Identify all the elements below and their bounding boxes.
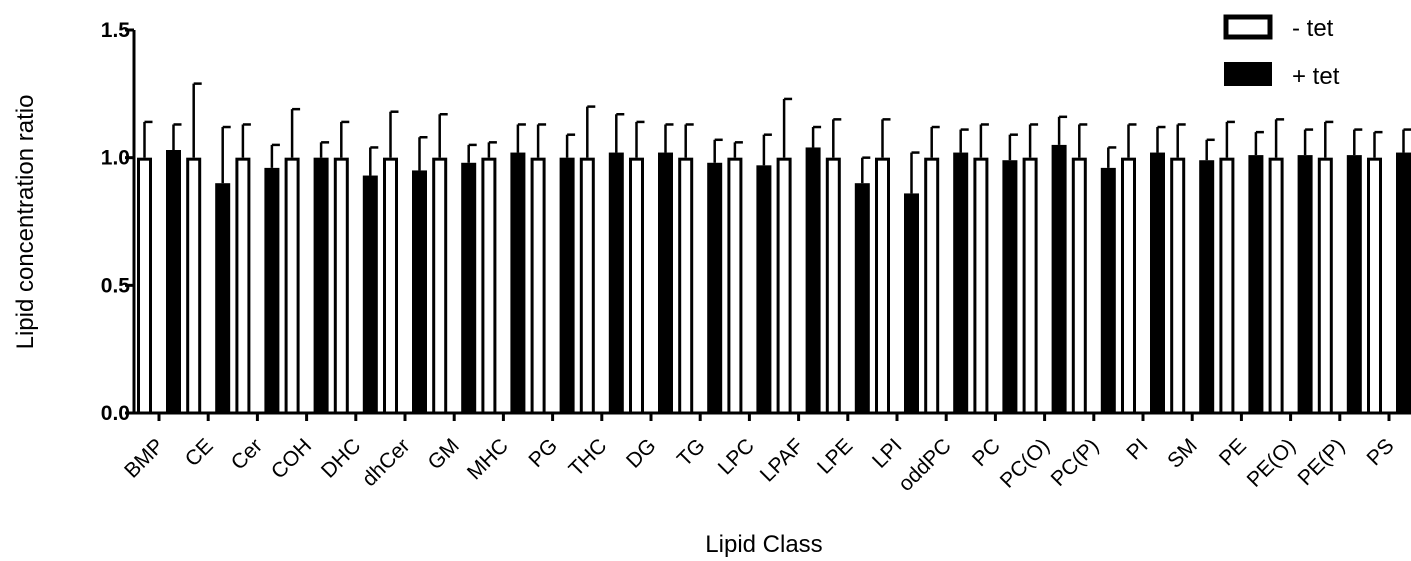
category-label: LPI [868,434,907,473]
legend-swatch-plus-tet [1224,62,1272,86]
bar-minus-tet [678,157,694,415]
bar-minus-tet [333,157,349,415]
category-label: LPAF [756,434,808,486]
bar-plus-tet [854,183,870,413]
bar-plus-tet [1199,160,1215,413]
legend: - tet + tet [1223,14,1340,90]
bar-plus-tet [805,147,821,413]
bar-plus-tet [1297,155,1313,413]
bar-plus-tet [313,157,329,413]
bar-plus-tet [953,152,969,413]
category-label: Cer [227,434,267,474]
category-label: oddPC [894,434,956,496]
category-label: PC(P) [1047,434,1104,491]
bar-minus-tet [1121,157,1136,415]
category-label: COH [267,434,316,483]
bar-plus-tet [904,193,919,413]
bar-plus-tet [215,183,231,413]
y-tick-label: 1.0 [101,147,130,170]
y-axis-title: Lipid concentration ratio [12,95,39,350]
y-tick-label: 0.5 [101,274,131,297]
category-label: TG [673,434,710,471]
category-label: PE(O) [1243,434,1301,492]
bar-minus-tet [1317,157,1333,415]
bar-plus-tet [412,170,427,413]
bar-minus-tet [727,157,743,415]
bar-series [137,82,1411,415]
bar-minus-tet [481,157,497,415]
bar-plus-tet [461,162,477,413]
bar-minus-tet [1022,157,1038,415]
bar-minus-tet [1219,157,1235,415]
category-label: BMP [120,434,168,482]
bar-plus-tet [658,152,673,413]
bar-minus-tet [137,157,152,415]
legend-label-plus-tet: + tet [1292,63,1340,90]
bar-minus-tet [1268,157,1284,415]
bar-minus-tet [924,157,940,415]
category-label: PS [1362,434,1398,470]
bar-minus-tet [579,157,595,415]
bar-minus-tet [776,157,792,415]
bar-minus-tet [875,157,890,415]
bar-plus-tet [510,152,526,413]
bar-plus-tet [1248,155,1264,413]
bar-plus-tet [1396,152,1411,413]
bar-minus-tet [1367,157,1382,415]
category-label: PC [968,434,1005,471]
bar-minus-tet [235,157,251,415]
category-label: GM [424,434,464,474]
category-label: PG [524,434,562,472]
category-label: CE [181,434,218,471]
bar-minus-tet [284,157,300,415]
bar-plus-tet [1100,167,1116,413]
bar-minus-tet [1071,157,1087,415]
category-label: dhCer [358,434,415,491]
bar-plus-tet [1346,155,1362,413]
bar-minus-tet [186,157,202,415]
category-label: LPC [714,434,759,479]
bar-minus-tet [1170,157,1186,415]
bar-plus-tet [707,162,723,413]
bar-minus-tet [973,157,989,415]
legend-label-minus-tet: - tet [1292,15,1334,42]
category-label: DG [622,434,661,473]
x-axis-title: Lipid Class [705,531,822,558]
bar-plus-tet [1051,144,1067,413]
category-label: PE(P) [1293,434,1349,490]
bar-minus-tet [432,157,448,415]
legend-swatch-minus-tet [1223,14,1273,40]
bar-minus-tet [825,157,841,415]
category-label: SM [1163,434,1202,473]
category-label: PC(O) [996,434,1054,492]
bar-minus-tet [383,157,398,415]
bar-plus-tet [756,165,772,413]
y-axis: 0.0 0.5 1.0 1.5 [101,19,136,425]
category-label: LPE [813,434,857,478]
category-label: THC [565,434,612,481]
category-label: MHC [463,434,513,484]
bar-plus-tet [362,175,378,413]
bar-plus-tet [1150,152,1165,413]
bar-plus-tet [264,167,280,413]
bar-minus-tet [629,157,644,415]
y-tick-label: 1.5 [101,19,131,42]
bar-plus-tet [608,152,624,413]
bar-plus-tet [166,150,181,414]
y-tick-label: 0.0 [101,402,130,425]
category-label: PE [1215,434,1251,470]
bar-plus-tet [1002,160,1018,413]
bar-plus-tet [559,157,575,413]
category-label: PI [1122,434,1152,464]
bar-minus-tet [530,157,546,415]
